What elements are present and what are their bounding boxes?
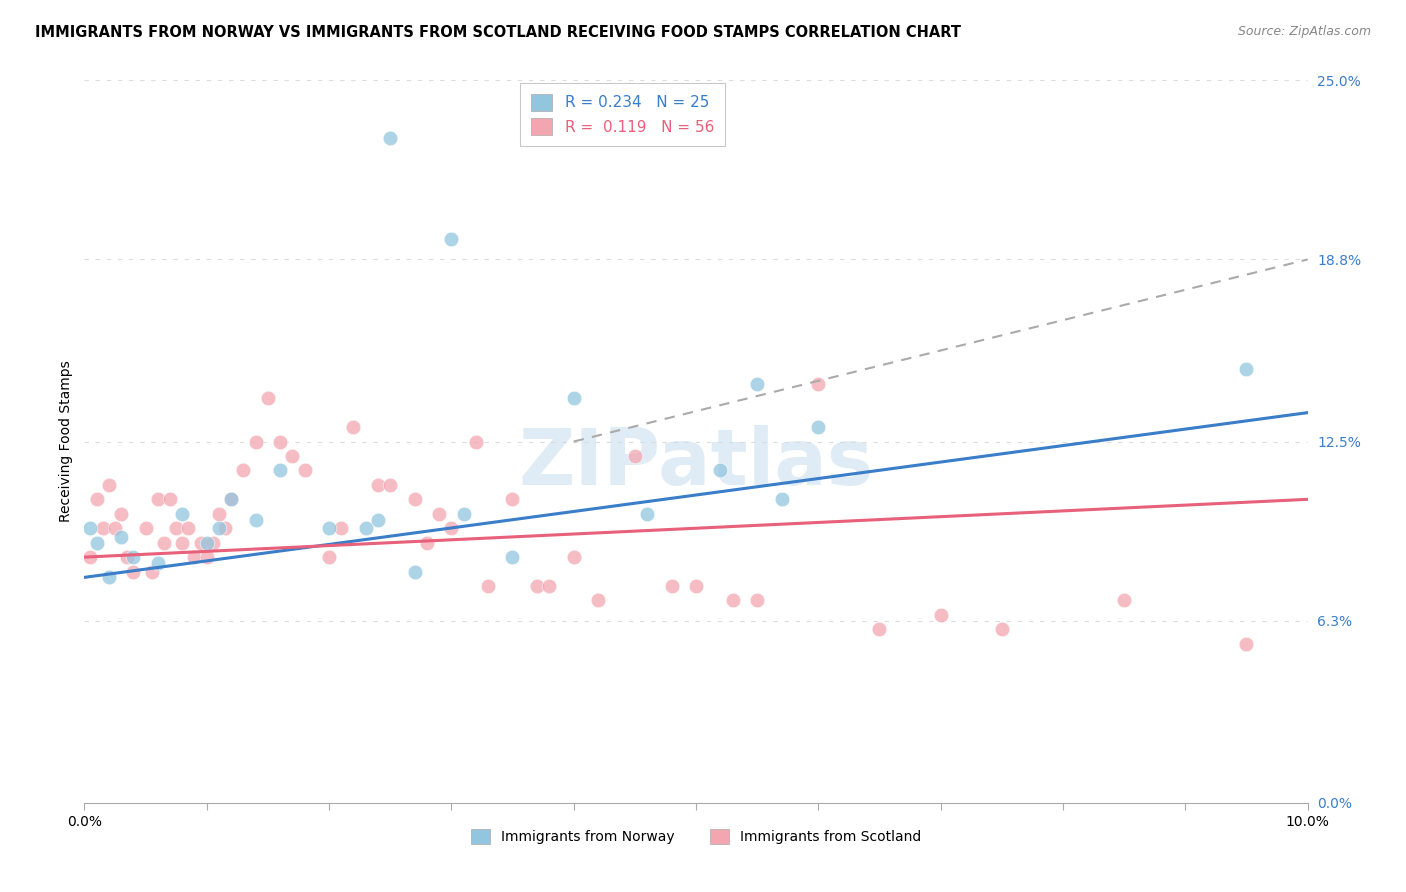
Point [232,463,254,477]
Point [115,550,138,565]
Point [440,232,463,246]
Point [747,593,769,607]
Point [318,550,340,565]
Point [153,535,176,549]
Point [97,570,120,584]
Point [97,478,120,492]
Point [747,376,769,391]
Point [380,478,402,492]
Point [342,420,364,434]
Point [245,434,267,449]
Point [380,131,402,145]
Point [464,434,486,449]
Point [526,579,548,593]
Point [219,492,242,507]
Point [214,521,236,535]
Point [502,492,524,507]
Point [195,550,218,565]
Point [869,623,891,637]
Point [318,521,340,535]
Point [110,507,132,521]
Point [122,550,145,565]
Point [624,449,647,463]
Text: ZIPatlas: ZIPatlas [519,425,873,501]
Point [177,521,200,535]
Point [1114,593,1136,607]
Point [165,521,187,535]
Point [146,492,169,507]
Point [208,521,231,535]
Point [709,463,731,477]
Point [281,449,304,463]
Point [201,535,224,549]
Point [562,391,585,405]
Point [440,521,463,535]
Point [586,593,609,607]
Point [538,579,561,593]
Point [770,492,793,507]
Point [219,492,242,507]
Point [427,507,450,521]
Point [172,535,194,549]
Point [91,521,114,535]
Point [86,535,108,549]
Point [146,556,169,570]
Point [86,492,108,507]
Point [79,550,101,565]
Point [183,550,205,565]
Point [661,579,683,593]
Point [79,521,101,535]
Point [404,492,426,507]
Text: Source: ZipAtlas.com: Source: ZipAtlas.com [1237,25,1371,38]
Point [685,579,707,593]
Point [721,593,744,607]
Point [257,391,280,405]
Point [991,623,1014,637]
Text: IMMIGRANTS FROM NORWAY VS IMMIGRANTS FROM SCOTLAND RECEIVING FOOD STAMPS CORRELA: IMMIGRANTS FROM NORWAY VS IMMIGRANTS FRO… [35,25,962,40]
Point [404,565,426,579]
Point [269,463,291,477]
Point [1236,637,1258,651]
Point [122,565,145,579]
Point [929,607,952,622]
Point [110,530,132,544]
Point [195,535,218,549]
Point [354,521,377,535]
Point [502,550,524,565]
Point [172,507,194,521]
Point [330,521,353,535]
Point [636,507,658,521]
Point [135,521,157,535]
Point [807,376,830,391]
Point [294,463,316,477]
Point [208,507,231,521]
Point [104,521,127,535]
Point [477,579,499,593]
Point [1236,362,1258,376]
Point [807,420,830,434]
Y-axis label: Receiving Food Stamps: Receiving Food Stamps [59,360,73,523]
Point [190,535,212,549]
Point [159,492,181,507]
Point [367,512,389,526]
Point [141,565,163,579]
Point [562,550,585,565]
Legend: Immigrants from Norway, Immigrants from Scotland: Immigrants from Norway, Immigrants from … [465,823,927,850]
Point [453,507,475,521]
Point [245,512,267,526]
Point [367,478,389,492]
Point [416,535,439,549]
Point [269,434,291,449]
